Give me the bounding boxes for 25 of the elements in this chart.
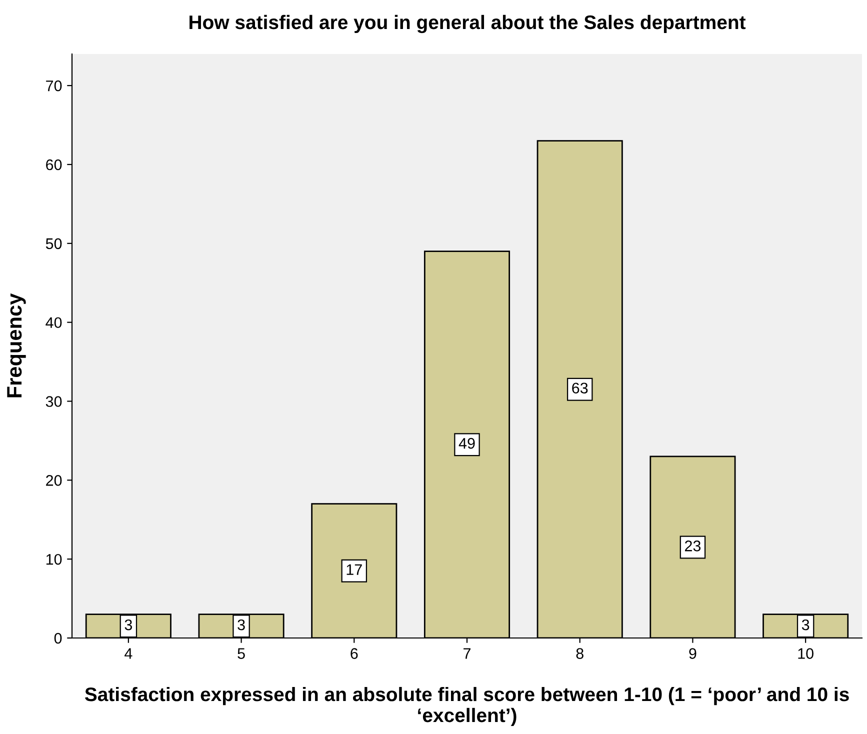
data-label: 3 xyxy=(238,619,245,630)
data-label: 3 xyxy=(802,619,810,630)
x-tick-label: 6 xyxy=(350,648,358,659)
y-tick-label: 70 xyxy=(46,80,62,92)
y-tick-label: 0 xyxy=(54,632,62,644)
chart-title: How satisfied are you in general about the Sales department xyxy=(190,14,746,34)
data-label: 17 xyxy=(346,564,362,575)
y-tick-label: 30 xyxy=(46,396,62,407)
x-tick-label: 10 xyxy=(798,648,814,659)
y-tick-label: 50 xyxy=(46,238,62,250)
y-tick-label: 20 xyxy=(46,475,62,486)
data-label: 63 xyxy=(572,382,588,394)
y-tick-label: 40 xyxy=(46,317,62,328)
data-label: 3 xyxy=(124,619,132,630)
data-label: 49 xyxy=(458,438,475,449)
data-label: 23 xyxy=(684,540,701,552)
y-tick-label: 60 xyxy=(46,159,62,170)
x-tick-label: 7 xyxy=(464,648,470,659)
y-axis-title: Frequency xyxy=(7,293,26,398)
x-tick-label: 4 xyxy=(124,648,132,659)
y-tick-label: 10 xyxy=(46,554,62,565)
x-tick-label: 9 xyxy=(689,648,696,659)
x-tick-label: 8 xyxy=(576,648,584,659)
x-axis-title: Satisfaction expressed in an absolute final score between 1-10 (1 = ‘poor’ and 10 is ‘excellent’) xyxy=(84,686,849,726)
x-tick-label: 5 xyxy=(238,648,245,659)
